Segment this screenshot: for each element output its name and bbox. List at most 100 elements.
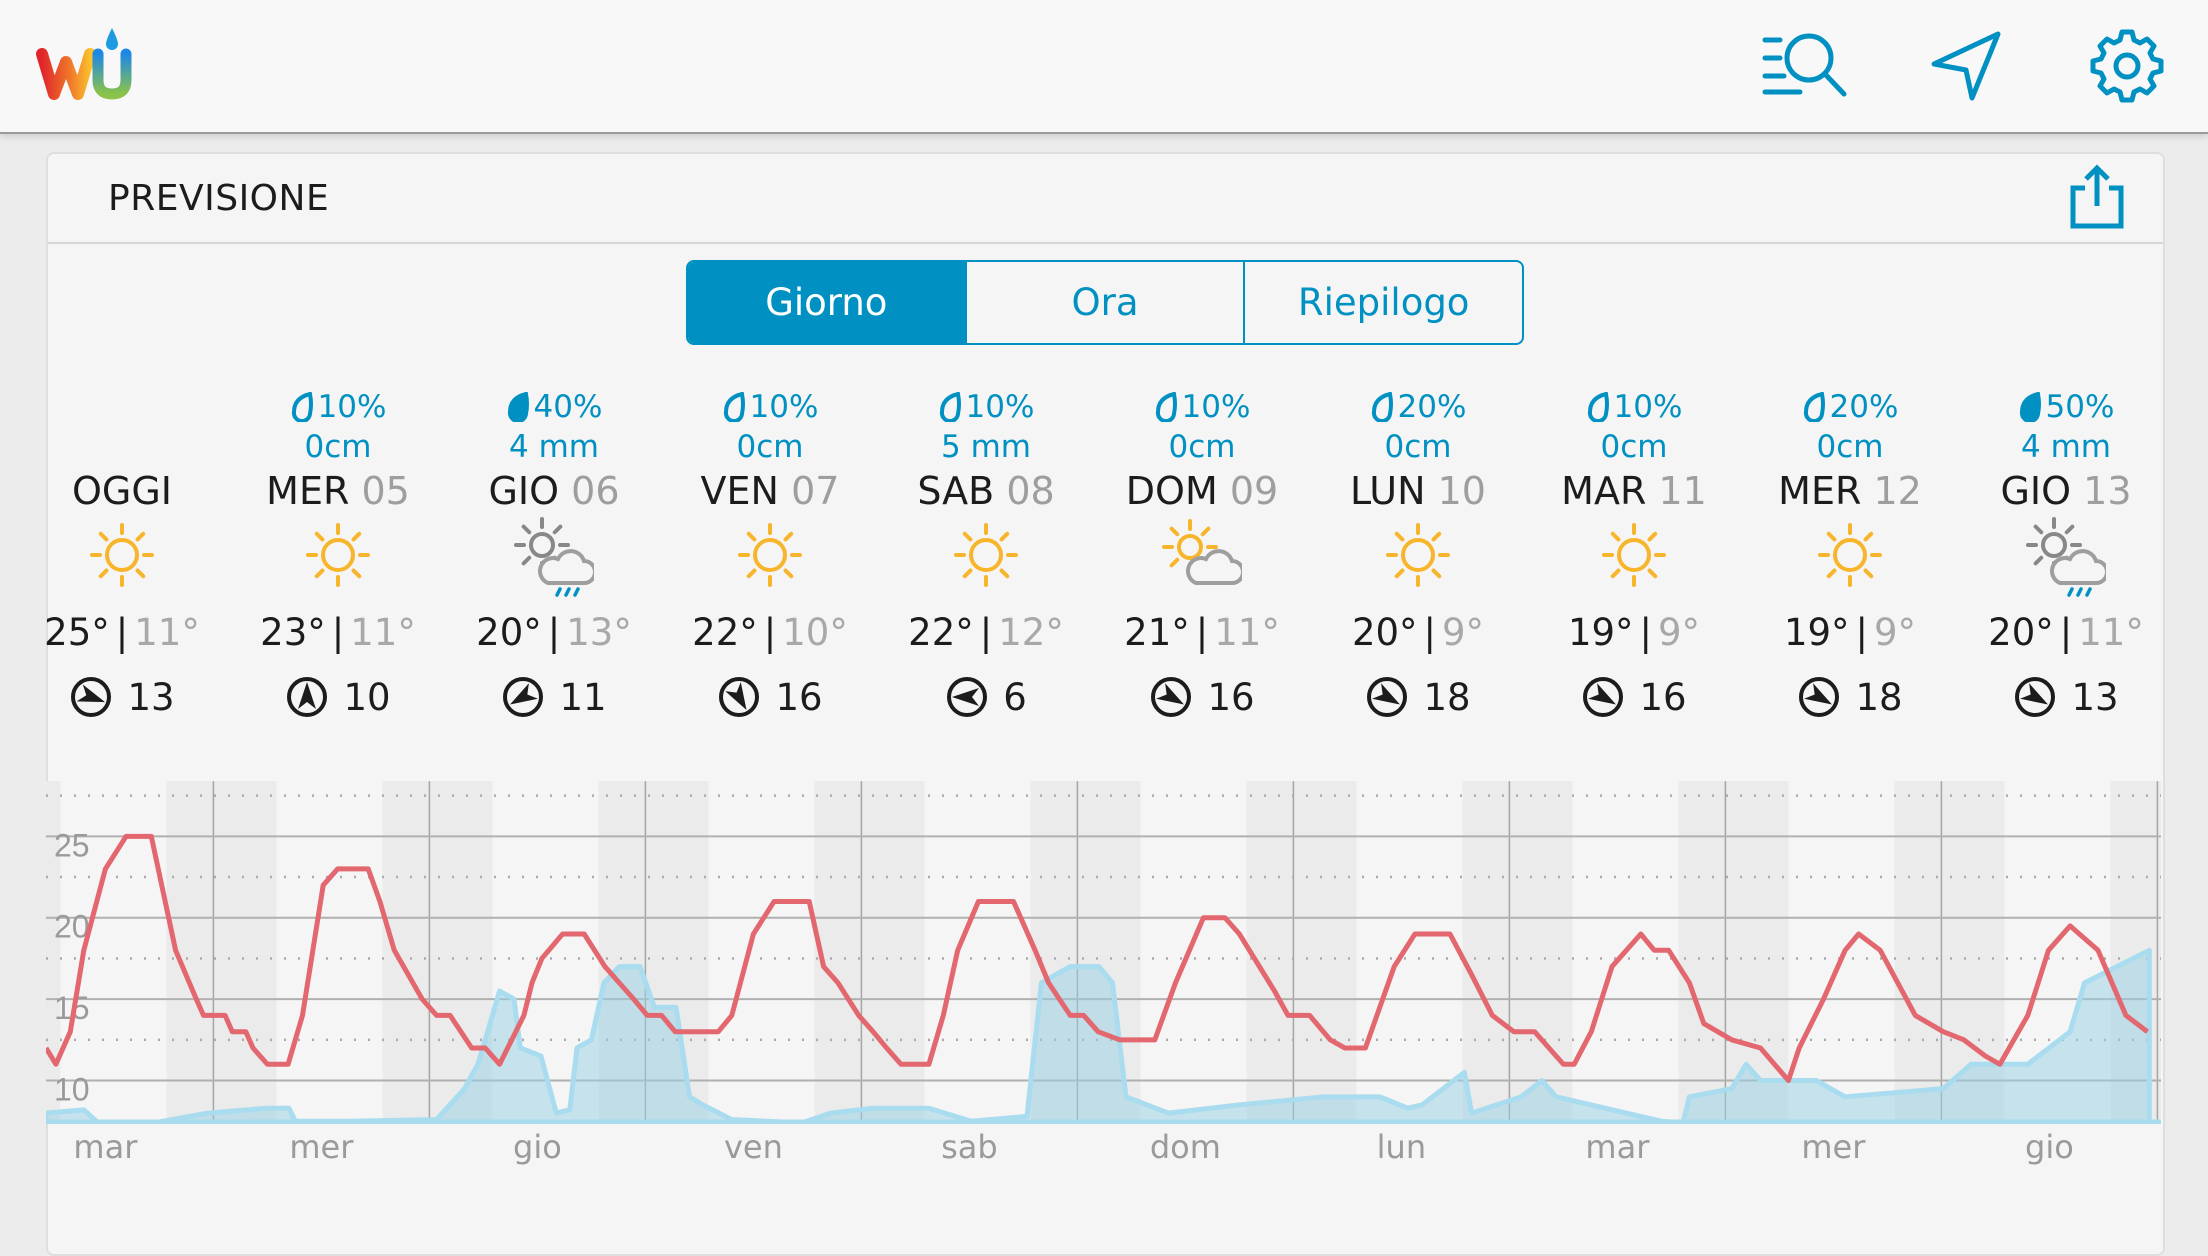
day-label: LUN [1350, 469, 1426, 513]
day-column[interactable]: 20% 0cm LUN 10 20° | 9° 18 [1310, 385, 1526, 725]
raindrop-icon [1803, 392, 1825, 422]
day-label: MAR [1561, 469, 1647, 513]
sunny-icon [954, 523, 1018, 587]
day-column[interactable]: 10% 0cm DOM 09 21° | 11° 16 [1094, 385, 1310, 725]
night-band [814, 781, 925, 1124]
raindrop-icon [939, 392, 961, 422]
temperatures: 21° | 11° [1094, 611, 1310, 654]
x-day-label: gio [513, 1128, 562, 1166]
day-column[interactable]: 40% 4 mm GIO 06 20° | 13° 11 [446, 385, 662, 725]
sunny-icon [738, 523, 802, 587]
raindrop-icon [1587, 392, 1609, 422]
sunny-icon [1602, 523, 1666, 587]
night-band [1246, 781, 1357, 1124]
wind-speed: 18 [1855, 675, 1903, 719]
day-number: 12 [1873, 469, 1922, 513]
temperatures: 20° | 11° [1958, 611, 2174, 654]
precip-amount: 4 mm [509, 429, 599, 465]
low-temp: 9° [1442, 611, 1485, 654]
day-label: SAB [917, 469, 995, 513]
day-label: OGGI [71, 469, 172, 513]
temperatures: 22° | 12° [878, 611, 1094, 654]
day-column[interactable]: 50% 4 mm GIO 13 20° | 11° 13 [1958, 385, 2174, 725]
wind-direction-icon [1367, 677, 1408, 717]
high-temp: 21° [1124, 611, 1190, 654]
day-label: GIO [488, 469, 560, 513]
day-label: MER [266, 469, 350, 513]
tab-ora[interactable]: Ora [964, 262, 1244, 343]
low-temp: 13° [566, 611, 632, 654]
day-column[interactable]: 10% 0cm VEN 07 22° | 10° 16 [662, 385, 878, 725]
sunny-icon [90, 523, 154, 587]
tab-giorno[interactable]: Giorno [688, 262, 965, 343]
navigation-arrow-icon[interactable] [1920, 26, 2010, 106]
day-label: MER [1778, 469, 1862, 513]
wind-speed: 11 [559, 675, 607, 719]
day-column[interactable]: 10% 0cm MER 05 23° | 11° 10 [230, 385, 446, 725]
temperatures: 19° | 9° [1742, 611, 1958, 654]
wind: 11 [446, 675, 662, 719]
day-column[interactable]: 10% 5 mm SAB 08 22° | 12° 6 [878, 385, 1094, 725]
temperature-line [46, 833, 2150, 1084]
x-day-label: mer [289, 1128, 354, 1166]
raindrop-icon [2019, 392, 2041, 422]
low-temp: 11° [2078, 611, 2144, 654]
x-day-label: mar [73, 1128, 138, 1166]
wind: 16 [1526, 675, 1742, 719]
gear-icon[interactable] [2082, 26, 2172, 106]
day-name: SAB 08 [878, 469, 1094, 513]
temperatures: 20° | 13° [446, 611, 662, 654]
night-band [166, 781, 277, 1124]
separator: | [1423, 611, 1436, 654]
day-column[interactable]: 10% 0cm MAR 11 19° | 9° 16 [1526, 385, 1742, 725]
wu-logo[interactable] [36, 26, 146, 106]
wind: 10 [230, 675, 446, 719]
low-temp: 11° [134, 611, 200, 654]
day-number: 05 [361, 469, 410, 513]
precip-chance: 10% [230, 389, 446, 425]
rain-partly-icon [2026, 517, 2106, 597]
precip-percent: 50% [2045, 389, 2115, 425]
high-temp: 19° [1783, 611, 1850, 654]
x-day-label: gio [2025, 1128, 2074, 1166]
daily-forecast: OGGI 25° | 11° 13 10% 0cm MER 05 23° | 11° 10 40% 4 m… [14, 385, 2174, 725]
raindrop-icon [1155, 392, 1177, 422]
precip-chance: 10% [1094, 389, 1310, 425]
separator: | [763, 611, 777, 654]
search-list-icon[interactable] [1762, 26, 1852, 106]
day-column[interactable]: OGGI 25° | 11° 13 [14, 385, 230, 725]
x-day-label: lun [1376, 1128, 1427, 1166]
precip-amount: 0cm [304, 429, 372, 465]
precip-percent: 40% [533, 389, 603, 425]
wind-speed: 13 [2071, 675, 2119, 719]
day-name: GIO 13 [1958, 469, 2174, 513]
temperatures: 20° | 9° [1310, 611, 1526, 654]
partly-cloudy-icon [1162, 519, 1242, 585]
separator: | [331, 611, 345, 654]
wind-speed: 10 [343, 675, 391, 719]
top-bar [0, 0, 2208, 134]
divider [48, 242, 2163, 244]
temperatures: 23° | 11° [230, 611, 446, 654]
temperatures: 22° | 10° [662, 611, 878, 654]
low-temp: 9° [1658, 611, 1701, 654]
tab-riepilogo[interactable]: Riepilogo [1243, 262, 1522, 343]
sunny-icon [306, 523, 370, 587]
wind: 13 [1958, 675, 2174, 719]
wind: 16 [1094, 675, 1310, 719]
day-name: DOM 09 [1094, 469, 1310, 513]
low-temp: 12° [998, 611, 1064, 654]
wind-direction-icon [1583, 677, 1624, 717]
day-name: VEN 07 [662, 469, 878, 513]
day-label: VEN [700, 469, 779, 513]
precip-chance: 20% [1742, 389, 1958, 425]
separator: | [979, 611, 993, 654]
precip-percent: 10% [1181, 389, 1251, 425]
wind-speed: 16 [1639, 675, 1687, 719]
low-temp: 9° [1874, 611, 1917, 654]
wind-speed: 16 [1207, 675, 1255, 719]
share-icon[interactable] [2067, 164, 2127, 230]
wind-speed: 13 [127, 675, 175, 719]
night-band [1678, 781, 1789, 1124]
day-column[interactable]: 20% 0cm MER 12 19° | 9° 18 [1742, 385, 1958, 725]
